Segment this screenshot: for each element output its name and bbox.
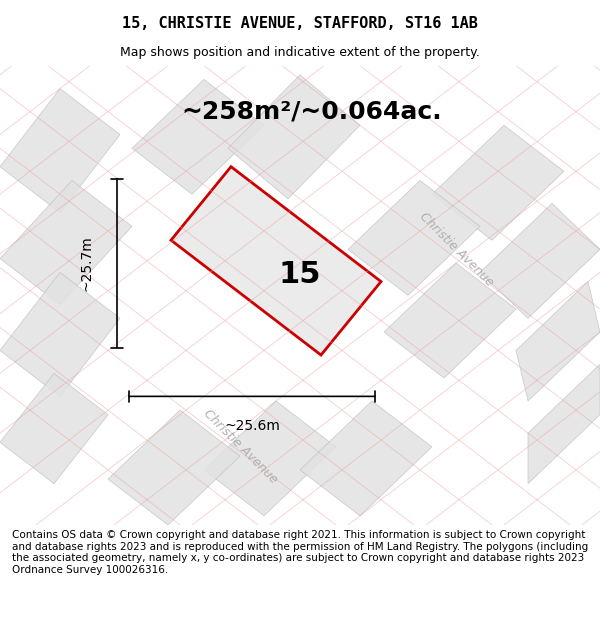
Text: 15: 15 [279, 260, 321, 289]
Text: Map shows position and indicative extent of the property.: Map shows position and indicative extent… [120, 46, 480, 59]
Polygon shape [348, 181, 480, 295]
Text: ~258m²/~0.064ac.: ~258m²/~0.064ac. [182, 99, 442, 124]
Polygon shape [171, 167, 381, 355]
Polygon shape [0, 373, 108, 484]
Polygon shape [0, 181, 132, 304]
Polygon shape [384, 263, 516, 378]
Text: ~25.7m: ~25.7m [79, 235, 93, 291]
Text: ~25.6m: ~25.6m [224, 419, 280, 433]
Polygon shape [0, 272, 120, 396]
Polygon shape [0, 89, 120, 212]
Polygon shape [300, 401, 432, 516]
Polygon shape [108, 410, 240, 525]
Text: Christie Avenue: Christie Avenue [200, 408, 280, 486]
Text: 15, CHRISTIE AVENUE, STAFFORD, ST16 1AB: 15, CHRISTIE AVENUE, STAFFORD, ST16 1AB [122, 16, 478, 31]
Polygon shape [480, 204, 600, 318]
Text: Christie Avenue: Christie Avenue [416, 210, 496, 289]
Polygon shape [516, 281, 600, 401]
Polygon shape [204, 401, 336, 516]
Polygon shape [432, 126, 564, 240]
Polygon shape [528, 364, 600, 484]
Text: Contains OS data © Crown copyright and database right 2021. This information is : Contains OS data © Crown copyright and d… [12, 530, 588, 575]
Polygon shape [228, 75, 360, 199]
Polygon shape [132, 79, 264, 194]
